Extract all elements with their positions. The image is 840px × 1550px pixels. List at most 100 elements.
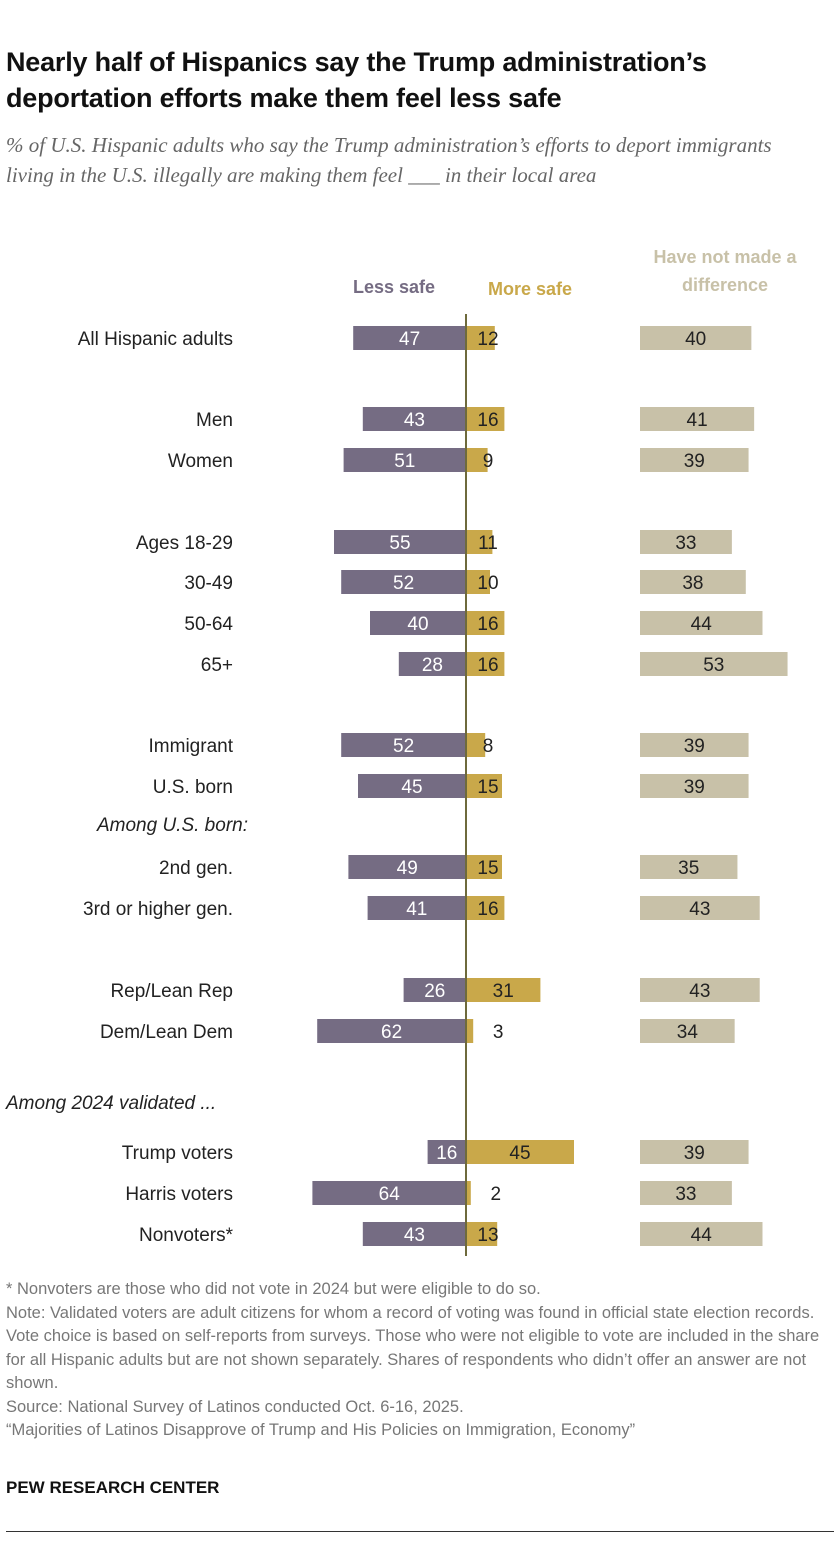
more-safe-bar [466, 611, 505, 635]
less-safe-value: 41 [406, 899, 427, 920]
less-safe-bar [312, 1181, 466, 1205]
row-label: Nonvoters* [139, 1225, 234, 1246]
more-safe-bar [466, 978, 541, 1002]
chart-title: Nearly half of Hispanics say the Trump a… [6, 47, 707, 113]
less-safe-bar [334, 530, 466, 554]
more-safe-bar [466, 1181, 471, 1205]
asterisk-note: * Nonvoters are those who did not vote i… [6, 1280, 541, 1298]
less-safe-value: 40 [407, 614, 428, 635]
more-safe-value: 16 [477, 655, 498, 676]
less-safe-value: 62 [381, 1022, 402, 1043]
no-difference-bar [640, 978, 760, 1002]
no-difference-value: 39 [684, 777, 705, 798]
more-safe-value: 8 [483, 736, 494, 757]
no-difference-value: 44 [691, 1225, 713, 1246]
no-difference-bar [640, 530, 732, 554]
no-difference-value: 41 [687, 410, 708, 431]
no-difference-value: 38 [682, 573, 703, 594]
no-difference-value: 39 [684, 1143, 705, 1164]
pew-logo-text: PEW RESEARCH CENTER [6, 1478, 220, 1497]
no-difference-bar [640, 1181, 732, 1205]
no-difference-bar [640, 733, 749, 757]
more-safe-value: 13 [477, 1225, 498, 1246]
row-label: 50-64 [184, 614, 233, 635]
more-safe-bar [466, 326, 495, 350]
no-difference-value: 44 [691, 614, 713, 635]
no-difference-bar [640, 407, 755, 431]
less-safe-bar [362, 407, 466, 431]
less-safe-value: 52 [393, 736, 414, 757]
less-safe-bar [362, 1222, 466, 1246]
row-label: Women [168, 451, 233, 472]
row-label: Men [196, 410, 233, 431]
bottom-divider [6, 1531, 834, 1532]
row-label: 3rd or higher gen. [83, 899, 233, 920]
no-difference-bar [640, 1140, 749, 1164]
no-difference-bar [640, 896, 760, 920]
less-safe-value: 43 [404, 410, 425, 431]
less-safe-value: 45 [401, 777, 422, 798]
no-difference-bar [640, 855, 738, 879]
more-safe-value: 9 [483, 451, 494, 472]
more-safe-value: 16 [477, 410, 498, 431]
row-label: 2nd gen. [159, 858, 233, 879]
more-safe-value: 2 [491, 1184, 502, 1205]
more-safe-bar [466, 896, 505, 920]
less-safe-value: 26 [424, 981, 445, 1002]
more-safe-value: 16 [477, 899, 498, 920]
more-safe-bar [466, 855, 502, 879]
less-safe-value: 52 [393, 573, 414, 594]
validated-voters-note: Note: Validated voters are adult citizen… [6, 1303, 820, 1393]
no-difference-header-line: difference [682, 275, 768, 295]
more-safe-bar [466, 774, 502, 798]
less-safe-value: 49 [397, 858, 418, 879]
less-safe-value: 43 [404, 1225, 425, 1246]
no-difference-value: 33 [675, 533, 696, 554]
no-difference-bar [640, 774, 749, 798]
less-safe-bar [370, 611, 466, 635]
diverging-bar-chart: Less safe More safe Have not made a differe… [5, 247, 798, 1256]
row-label: Trump voters [122, 1143, 233, 1164]
no-difference-value: 43 [689, 981, 710, 1002]
less-safe-header: Less safe [353, 277, 435, 297]
more-safe-value: 15 [477, 777, 498, 798]
no-difference-bar [640, 570, 746, 594]
source-note: Source: National Survey of Latinos condu… [6, 1397, 464, 1416]
row-label: All Hispanic adults [78, 329, 233, 350]
more-safe-bar [466, 733, 486, 757]
more-safe-bar [466, 1140, 574, 1164]
more-safe-value: 16 [477, 614, 498, 635]
more-safe-header: More safe [488, 279, 572, 299]
more-safe-bar [466, 652, 505, 676]
less-safe-bar [403, 978, 466, 1002]
less-safe-value: 47 [399, 329, 420, 350]
report-title-note: “Majorities of Latinos Disapprove of Tru… [6, 1421, 636, 1439]
no-difference-value: 33 [675, 1184, 696, 1205]
row-label: Harris voters [125, 1184, 233, 1205]
less-safe-bar [348, 855, 466, 879]
less-safe-bar [427, 1140, 466, 1164]
group-header-label: Among U.S. born: [96, 815, 248, 836]
less-safe-bar [341, 733, 466, 757]
less-safe-bar [398, 652, 466, 676]
less-safe-value: 51 [394, 451, 415, 472]
more-safe-bar [466, 448, 488, 472]
more-safe-value: 3 [493, 1022, 504, 1043]
no-difference-value: 39 [684, 451, 705, 472]
less-safe-value: 28 [422, 655, 443, 676]
less-safe-bar [358, 774, 466, 798]
row-label: Dem/Lean Dem [100, 1022, 233, 1043]
no-difference-bar [640, 448, 749, 472]
chart-notes: * Nonvoters are those who did not vote i… [6, 1278, 831, 1443]
less-safe-bar [341, 570, 466, 594]
less-safe-value: 64 [379, 1184, 401, 1205]
row-label: Immigrant [149, 736, 234, 757]
no-difference-header-line: Have not made a [653, 247, 797, 267]
less-safe-value: 16 [436, 1143, 457, 1164]
no-difference-value: 35 [678, 858, 699, 879]
row-label: Rep/Lean Rep [110, 981, 233, 1002]
more-safe-bar [466, 570, 490, 594]
more-safe-value: 12 [477, 329, 498, 350]
more-safe-value: 31 [493, 981, 514, 1002]
less-safe-bar [367, 896, 466, 920]
